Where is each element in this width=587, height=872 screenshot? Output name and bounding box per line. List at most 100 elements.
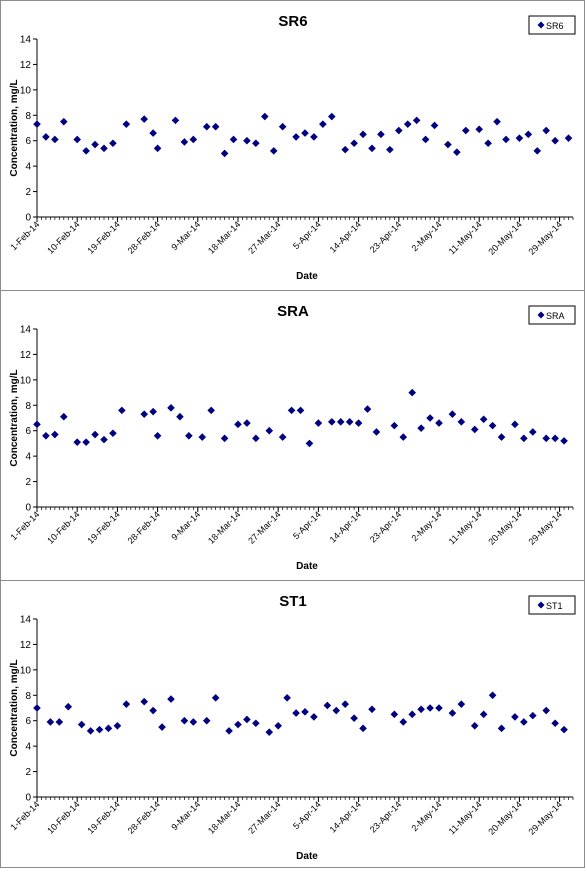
data-point	[448, 709, 457, 717]
data-point	[529, 711, 537, 720]
x-tick-label: 11-May-14	[447, 509, 484, 546]
data-point	[171, 116, 180, 125]
data-point	[109, 139, 117, 148]
chart-sr6: SR6 SR6 0 2 4 6 8 10 12 14 Concentration, mg/L 1-Fe…	[9, 13, 576, 282]
x-tick-label: 18-Mar-14	[206, 219, 242, 255]
data-point	[252, 434, 260, 443]
chart-panel-sra: SRA SRA 0 2 4 6 8 10 12 14 Concentration, mg/L 1-Fe…	[0, 290, 585, 581]
chart-title: SR6	[278, 13, 307, 30]
data-point	[140, 410, 148, 418]
data-point	[412, 116, 421, 125]
x-tick-label: 29-May-14	[527, 509, 564, 546]
data-point	[278, 122, 287, 131]
data-point	[368, 705, 376, 714]
x-tick-label: 1-Feb-14	[9, 799, 42, 832]
data-point	[73, 135, 81, 144]
data-point	[109, 429, 117, 438]
y-tick-label: 12	[20, 640, 32, 651]
x-tick-label: 28-Feb-14	[126, 219, 162, 255]
x-tick-label: 29-May-14	[527, 799, 564, 836]
data-point	[426, 414, 434, 422]
data-point	[426, 704, 434, 712]
data-point	[296, 406, 305, 415]
y-tick-label: 10	[20, 85, 32, 96]
data-point	[243, 419, 251, 427]
x-tick-label: 9-Mar-14	[169, 509, 202, 542]
x-tick-label: 11-May-14	[447, 799, 484, 836]
data-point	[234, 720, 242, 729]
data-point	[292, 709, 300, 717]
data-point	[479, 710, 488, 719]
data-point	[564, 134, 573, 142]
data-point	[395, 126, 403, 135]
x-tick-label: 10-Feb-14	[45, 509, 81, 545]
data-point	[118, 406, 126, 415]
chart-title: SRA	[277, 303, 309, 320]
x-tick-label: 19-Feb-14	[85, 799, 121, 835]
data-point	[444, 140, 452, 149]
data-point	[60, 412, 68, 421]
y-tick-label: 0	[25, 503, 31, 514]
data-point	[64, 702, 73, 711]
legend: SR6	[528, 15, 576, 35]
x-tick-label: 19-Feb-14	[85, 509, 121, 545]
data-point	[77, 720, 86, 729]
data-point	[350, 714, 358, 722]
data-point	[301, 708, 309, 716]
data-point	[243, 715, 251, 724]
chart-title: ST1	[279, 593, 307, 610]
data-point	[386, 145, 394, 154]
y-tick-label: 10	[20, 375, 32, 386]
y-tick-label: 2	[25, 187, 31, 198]
data-point	[511, 713, 519, 721]
data-point	[153, 432, 162, 440]
y-tick-label: 6	[25, 136, 31, 147]
data-point	[497, 433, 506, 441]
x-tick-label: 9-Mar-14	[169, 219, 202, 252]
data-point	[86, 727, 95, 735]
data-point	[314, 419, 323, 427]
data-point	[408, 388, 416, 397]
data-point	[252, 719, 260, 728]
data-point	[551, 719, 559, 728]
data-point	[167, 695, 175, 703]
data-point	[542, 434, 550, 443]
data-point	[225, 727, 233, 735]
data-point	[350, 139, 358, 148]
data-point	[73, 438, 81, 446]
data-point	[341, 700, 349, 708]
data-point	[457, 700, 466, 708]
x-tick-label: 20-May-14	[486, 799, 523, 836]
y-tick-label: 6	[25, 426, 31, 437]
chart-st1: ST1 ST1 0 2 4 6 8 10 12 14 Concentration, mg/L 1-Fe…	[9, 593, 576, 862]
y-tick-label: 4	[25, 452, 31, 463]
data-point	[341, 145, 349, 154]
data-point	[399, 718, 408, 726]
data-point	[475, 125, 483, 134]
x-tick-label: 23-Apr-14	[368, 799, 403, 834]
legend-marker	[537, 311, 545, 319]
data-point	[202, 122, 211, 131]
data-series	[33, 691, 568, 736]
x-tick-label: 10-Feb-14	[45, 219, 81, 255]
y-tick-label: 6	[25, 716, 31, 727]
x-axis-label: Date	[296, 271, 318, 282]
data-point	[372, 428, 381, 436]
data-point	[363, 405, 372, 413]
x-tick-label: 2-May-14	[409, 219, 443, 253]
data-series	[33, 388, 568, 448]
data-point	[301, 129, 309, 137]
data-point	[377, 130, 385, 139]
data-point	[149, 129, 157, 137]
data-point	[220, 149, 229, 158]
data-point	[323, 701, 332, 710]
data-point	[91, 140, 99, 149]
data-point	[502, 135, 510, 144]
data-point	[122, 700, 131, 708]
data-point	[462, 126, 470, 135]
data-point	[104, 724, 113, 733]
data-point	[453, 148, 461, 156]
data-point	[229, 135, 238, 144]
data-point	[488, 421, 497, 430]
